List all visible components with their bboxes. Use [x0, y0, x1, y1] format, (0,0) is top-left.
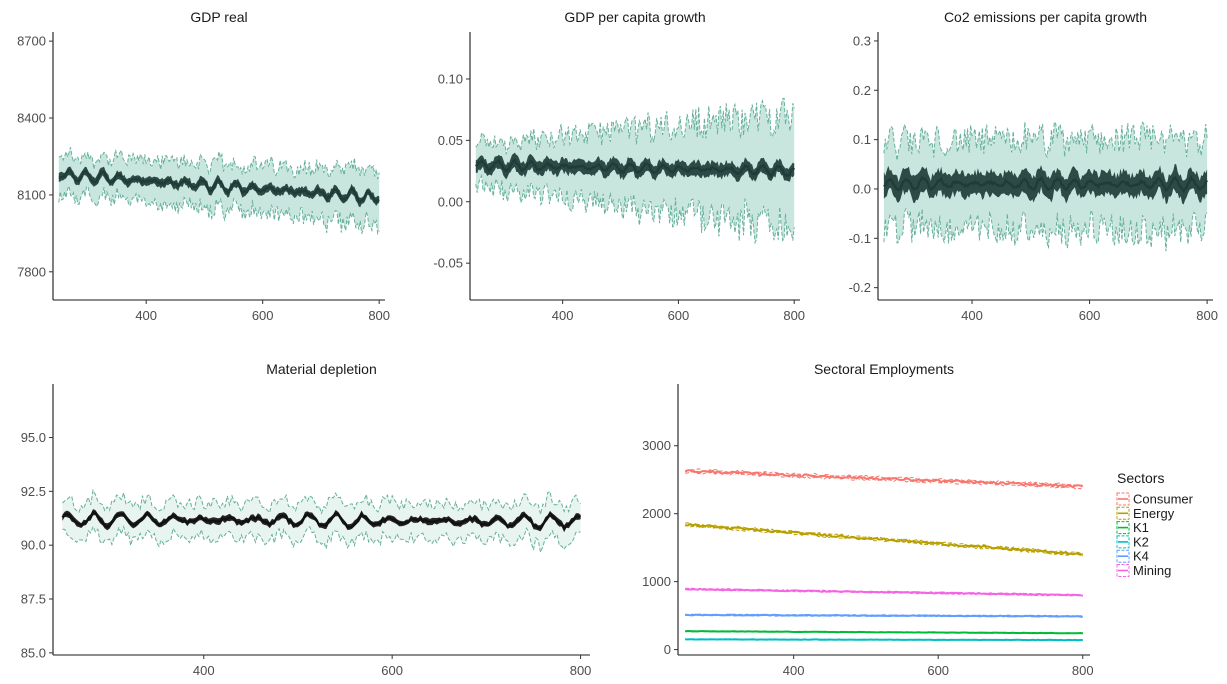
mean-ci-ribbon — [58, 166, 380, 208]
chart-title: GDP per capita growth — [564, 9, 705, 25]
x-tick-label: 600 — [927, 663, 949, 678]
series-line-mining — [685, 587, 1083, 597]
x-tick-label: 800 — [1196, 308, 1218, 323]
upper-bound-line — [475, 97, 795, 155]
chart-panel-p3: Co2 emissions per capita growth -0.2 -0.1 0… — [849, 9, 1218, 323]
x-tick-label: 600 — [381, 663, 403, 678]
x-tick-label: 400 — [135, 308, 157, 323]
lower-bound-line — [58, 184, 380, 236]
y-tick-label: 0.10 — [438, 71, 463, 86]
x-tick-label: 800 — [1072, 663, 1094, 678]
chart-panel-p2: GDP per capita growth -0.05 0.00 0.05 0.10 40… — [433, 9, 805, 323]
upper-bound-line — [58, 147, 380, 180]
y-tick-label: -0.05 — [433, 256, 463, 271]
y-tick-label: 90.0 — [21, 538, 46, 553]
series-line-energy — [685, 522, 1084, 556]
x-tick-label: 600 — [252, 308, 274, 323]
y-tick-label: 2000 — [642, 506, 671, 521]
y-tick-label: 0 — [664, 642, 671, 657]
chart-panel-p1: GDP real 7800 8100 8400 8700 400 600 800 — [17, 9, 390, 323]
lower-bound-line — [475, 173, 795, 245]
y-tick-label: 0.00 — [438, 194, 463, 209]
y-tick-label: 1000 — [642, 574, 671, 589]
series-line-energy — [685, 524, 1084, 558]
x-tick-label: 400 — [961, 308, 983, 323]
mean-line — [474, 158, 796, 179]
confidence-band — [58, 147, 380, 234]
mean-line — [61, 510, 581, 531]
legend-title: Sectors — [1117, 470, 1164, 486]
chart-panel-p4: Material depletion 85.0 87.5 90.0 92.5 95.0 40… — [21, 361, 592, 678]
legend-label-k1: K1 — [1133, 520, 1149, 535]
x-tick-label: 400 — [193, 663, 215, 678]
upper-bound-line — [62, 488, 581, 515]
lower-bound-line — [883, 207, 1208, 252]
chart-title: Material depletion — [266, 361, 377, 377]
y-tick-label: 8400 — [17, 111, 46, 126]
series-line-k1 — [685, 629, 1083, 635]
series-line-k2 — [685, 638, 1083, 642]
chart-title: Sectoral Employments — [814, 361, 954, 377]
chart-panel-p5: Sectoral Employments 0 1000 2000 3000 400 600 8… — [642, 361, 1194, 678]
x-tick-label: 800 — [570, 663, 592, 678]
y-tick-label: 0.05 — [438, 133, 463, 148]
y-tick-label: 7800 — [17, 264, 46, 279]
y-tick-label: 0.1 — [853, 132, 871, 147]
series-line-k4 — [685, 613, 1083, 618]
x-tick-label: 400 — [552, 308, 574, 323]
x-tick-label: 800 — [783, 308, 805, 323]
lower-bound-line — [62, 524, 581, 555]
y-tick-label: 8700 — [17, 34, 46, 49]
mean-line — [883, 174, 1209, 194]
y-tick-label: 92.5 — [21, 484, 46, 499]
y-tick-label: -0.2 — [849, 280, 871, 295]
legend-label-k2: K2 — [1133, 534, 1149, 549]
y-tick-label: 87.5 — [21, 592, 46, 607]
y-tick-label: 0.2 — [853, 83, 871, 98]
y-tick-label: 0.3 — [853, 33, 871, 48]
x-tick-label: 800 — [368, 308, 390, 323]
legend-label-consumer: Consumer — [1133, 492, 1194, 507]
confidence-band — [62, 490, 581, 553]
x-tick-label: 600 — [668, 308, 690, 323]
mean-line — [58, 168, 380, 204]
y-tick-label: -0.1 — [849, 231, 871, 246]
y-tick-label: 0.0 — [853, 181, 871, 196]
y-tick-label: 3000 — [642, 438, 671, 453]
series-line-consumer — [684, 469, 1083, 489]
chart-title: Co2 emissions per capita growth — [944, 9, 1147, 25]
legend-label-energy: Energy — [1133, 506, 1175, 521]
x-tick-label: 400 — [783, 663, 805, 678]
y-tick-label: 85.0 — [21, 645, 46, 660]
y-tick-label: 95.0 — [21, 430, 46, 445]
x-tick-label: 600 — [1079, 308, 1101, 323]
y-tick-label: 8100 — [17, 187, 46, 202]
legend-label-k4: K4 — [1133, 549, 1149, 564]
upper-bound-line — [883, 120, 1208, 161]
legend-label-mining: Mining — [1133, 563, 1171, 578]
chart-title: GDP real — [190, 9, 247, 25]
